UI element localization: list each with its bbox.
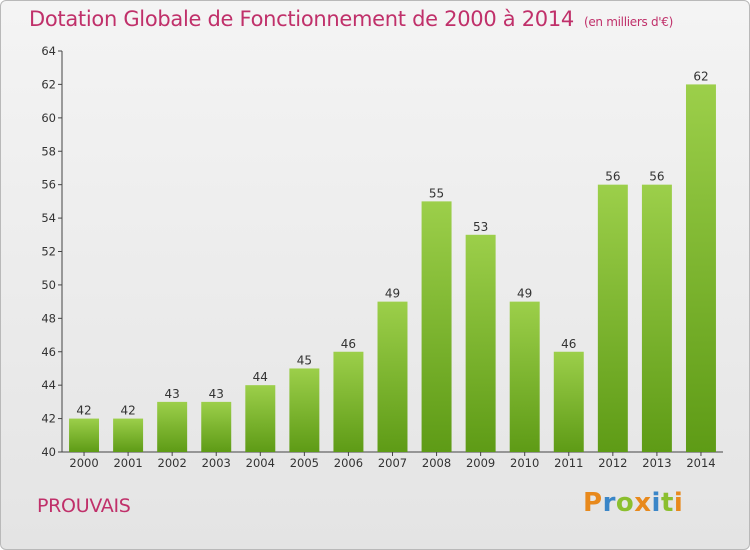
bar [421,201,452,452]
bar [245,385,276,452]
logo-letter: i [651,488,661,518]
y-tick-label: 48 [41,311,56,325]
y-tick-label: 56 [41,178,56,192]
bar [641,184,672,452]
logo-letter: i [673,488,684,518]
x-tick-label: 2011 [554,456,583,470]
logo-letter: o [615,488,635,518]
logo-letter: r [602,488,616,518]
bar-value-label: 49 [385,287,400,301]
x-tick-label: 2014 [686,456,715,470]
bars: 42 42 43 43 44 45 46 49 55 53 49 46 56 56 62 [69,69,716,453]
bar-value-label: 46 [561,337,576,351]
bar-value-label: 43 [209,387,224,401]
y-tick-label: 54 [41,211,56,225]
bar-value-label: 46 [341,337,356,351]
bar-value-label: 44 [253,370,268,384]
x-axis: 2000 2001 2002 2003 2004 2005 2006 2007 2008 2009… [62,451,723,470]
y-tick-label: 50 [41,278,56,292]
x-tick-label: 2007 [378,456,407,470]
bar-value-label: 43 [165,387,180,401]
x-tick-label: 2005 [290,456,319,470]
bar [113,418,144,452]
x-tick-label: 2002 [158,456,187,470]
bar [201,401,232,452]
logo-letter: P [583,488,603,518]
x-tick-label: 2010 [510,456,539,470]
bar-value-label: 49 [517,287,532,301]
x-tick-label: 2004 [246,456,275,470]
logo-letter: t [660,488,674,518]
chart-unit: (en milliers d'€) [583,15,673,29]
bar [685,84,716,453]
x-tick-label: 2003 [202,456,231,470]
y-tick-label: 44 [41,378,56,392]
bar [553,351,584,452]
bar-value-label: 62 [693,69,708,83]
commune-name: PROUVAIS [37,495,131,517]
logo-letter: x [634,488,652,518]
bar [157,401,188,452]
bar-value-label: 53 [473,220,488,234]
x-tick-label: 2012 [598,456,627,470]
x-tick-label: 2006 [334,456,363,470]
bar-value-label: 55 [429,186,444,200]
bar [465,234,496,452]
x-tick-label: 2000 [69,456,98,470]
y-tick-label: 42 [41,412,56,426]
x-tick-label: 2008 [422,456,451,470]
bar [509,301,540,452]
bar-value-label: 56 [605,170,620,184]
y-tick-label: 62 [41,77,56,91]
bar-value-label: 42 [76,404,91,418]
bar [289,368,320,452]
x-tick-label: 2009 [466,456,495,470]
bar [69,418,100,452]
bar [597,184,628,452]
chart-title-text: Dotation Globale de Fonctionnement de 20… [29,7,574,31]
y-tick-label: 40 [41,445,56,459]
y-tick-label: 58 [41,144,56,158]
x-tick-label: 2001 [113,456,142,470]
chart-title: Dotation Globale de Fonctionnement de 20… [29,7,673,31]
y-tick-label: 46 [41,345,56,359]
bar-value-label: 42 [120,404,135,418]
bar [377,301,408,452]
y-tick-label: 60 [41,111,56,125]
y-axis: 40 42 44 46 48 50 52 54 56 58 60 62 64 [41,44,63,459]
x-tick-label: 2013 [642,456,671,470]
proxiti-logo[interactable]: Proxiti [583,488,683,518]
y-tick-label: 52 [41,245,56,259]
bar-value-label: 45 [297,353,312,367]
bar-value-label: 56 [649,170,664,184]
bar [333,351,364,452]
y-tick-label: 64 [41,44,56,58]
